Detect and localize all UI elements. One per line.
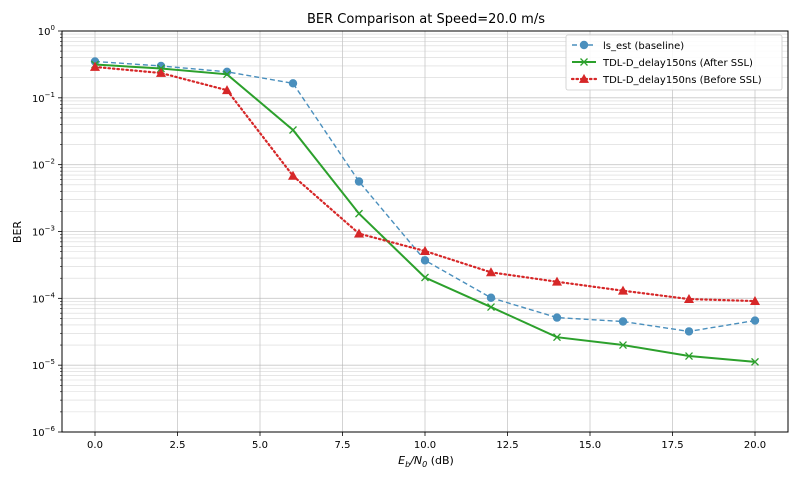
x-tick-label: 17.5	[661, 440, 683, 451]
data-point	[486, 293, 496, 302]
y-tick-label: 10−3	[32, 225, 55, 239]
y-tick-label: 10−4	[32, 291, 56, 305]
x-tick-label: 15.0	[579, 440, 601, 451]
data-point	[684, 327, 694, 336]
grid-lines	[62, 30, 788, 433]
data-point	[287, 170, 299, 180]
data-point	[683, 293, 695, 303]
x-tick-label: 20.0	[744, 440, 766, 451]
data-point	[353, 228, 365, 238]
x-tick-label: 0.0	[87, 440, 103, 451]
y-tick-label: 10−6	[32, 425, 56, 439]
legend-label: ls_est (baseline)	[603, 41, 684, 52]
data-point	[487, 303, 495, 312]
x-label-sub1: b	[405, 460, 410, 469]
axis-ticks: 0.0 2.5 5.0 7.5 10.0 12.5 15.0 17.5 20.0 100 10−1 1…	[32, 24, 766, 451]
x-label-slash: /N	[409, 454, 422, 467]
data-point	[749, 295, 761, 305]
series-2	[89, 61, 761, 305]
data-point	[288, 79, 298, 88]
y-tick-label: 10−1	[32, 91, 55, 105]
data-point	[419, 245, 431, 255]
x-label-main: E	[398, 454, 405, 467]
legend-marker	[580, 58, 588, 66]
data-point	[421, 273, 429, 282]
data-point	[751, 357, 759, 366]
y-tick-label: 100	[38, 24, 55, 38]
x-axis-label: Eb/N0 (dB)	[398, 454, 454, 469]
chart-title: BER Comparison at Speed=20.0 m/s	[307, 12, 545, 27]
x-tick-label: 5.0	[252, 440, 268, 451]
legend-label: TDL-D_delay150ns (Before SSL)	[602, 75, 762, 86]
data-point	[618, 317, 628, 326]
legend-label: TDL-D_delay150ns (After SSL)	[602, 58, 753, 69]
legend-marker	[578, 73, 590, 83]
data-point	[289, 126, 297, 134]
x-tick-label: 2.5	[170, 440, 186, 451]
data-point	[354, 177, 364, 186]
data-point	[221, 85, 233, 95]
data-point	[619, 341, 627, 350]
legend-marker	[579, 40, 589, 50]
data-point	[155, 67, 167, 77]
data-point	[750, 316, 760, 325]
data-point	[485, 267, 497, 277]
data-point	[355, 209, 363, 218]
data-point	[223, 70, 231, 79]
data-point	[420, 256, 430, 265]
series-1	[91, 60, 759, 366]
data-point	[552, 313, 562, 322]
data-point	[89, 61, 101, 71]
x-tick-label: 12.5	[496, 440, 518, 451]
series-layer	[89, 57, 761, 366]
x-label-unit: (dB)	[427, 454, 454, 467]
legend-box	[565, 34, 783, 91]
data-point	[685, 352, 693, 360]
data-point	[553, 333, 561, 342]
y-axis-label: BER	[11, 221, 24, 243]
legend: ls_est (baseline) TDL-D_delay150ns (After…	[565, 34, 783, 91]
x-tick-label: 10.0	[414, 440, 436, 451]
y-tick-label: 10−5	[32, 358, 55, 372]
data-point	[551, 276, 563, 286]
y-tick-label: 10−2	[32, 158, 55, 172]
x-tick-label: 7.5	[335, 440, 351, 451]
data-point	[617, 285, 629, 295]
x-label-sub2: 0	[422, 460, 427, 469]
